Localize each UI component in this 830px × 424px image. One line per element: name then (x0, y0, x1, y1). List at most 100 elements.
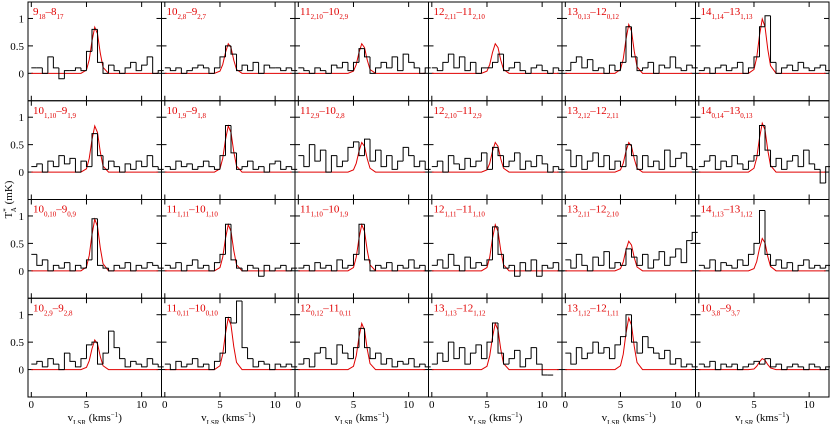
spectrum-step (803, 62, 810, 69)
title-sub: 2,10 (473, 13, 486, 21)
title-part: –12 (589, 105, 607, 117)
spectrum-step (720, 363, 727, 370)
model-line (31, 124, 159, 173)
spectrum-step (341, 259, 348, 269)
spectrum-step (642, 253, 649, 266)
spectrum-step (597, 152, 604, 168)
spectrum-step (303, 67, 310, 72)
spectrum-step (508, 160, 515, 167)
panel-title: 110,11–100,10 (167, 302, 219, 317)
spectrum-step (703, 265, 710, 269)
y-tick-label: 1 (19, 112, 25, 124)
spectrum-step (680, 358, 687, 368)
title-sub: 0,12 (607, 13, 620, 21)
spectrum-step (91, 341, 98, 345)
spectrum-step (141, 161, 148, 168)
spectrum-step (263, 264, 270, 277)
spectrum-step (436, 352, 443, 365)
spectrum-step (41, 67, 48, 74)
spectrum-step (41, 259, 48, 266)
title-part: –9 (185, 6, 198, 18)
spectrum-step (786, 160, 793, 170)
title-part: –12 (456, 302, 474, 314)
spectrum-step (558, 67, 565, 72)
title-sub: 3,8 (712, 309, 721, 317)
spectrum-step (608, 64, 615, 74)
spectrum-step (135, 160, 142, 170)
spectrum-step (146, 358, 153, 367)
x-label-end: ) (652, 412, 656, 424)
spectrum-step (558, 166, 565, 170)
spectrum-step (480, 67, 487, 74)
spectrum-step (675, 157, 682, 167)
spectrum-step (491, 61, 499, 68)
spectrum-step (742, 163, 749, 170)
title-sub: 1,12 (473, 309, 486, 317)
spectrum-step (208, 161, 215, 168)
spectrum-step (458, 56, 465, 68)
x-label-sub: LSR (741, 419, 754, 424)
spectrum-step (597, 67, 604, 71)
x-label-sup: −1 (511, 411, 519, 419)
spectrum-step (336, 65, 343, 69)
spectrum-step (80, 160, 87, 173)
spectrum-step (664, 251, 671, 266)
spectrum-step (736, 61, 743, 68)
spectrum-step (219, 56, 226, 68)
title-sub: 1,10 (206, 211, 219, 219)
spectrum-step (169, 364, 176, 371)
spectrum-step (581, 254, 588, 266)
spectrum-step (258, 166, 265, 170)
spectrum-step (397, 160, 404, 170)
x-tick-label: 10 (136, 399, 148, 411)
spectrum-step (102, 155, 109, 170)
spectrum-step (213, 360, 220, 370)
spectrum-step (797, 264, 804, 271)
panel-title: 120,12–110,11 (300, 302, 352, 317)
spectrum-step (781, 364, 788, 371)
spectrum-step (714, 259, 721, 272)
title-part: 12 (434, 204, 445, 216)
x-label-sub: LSR (474, 419, 487, 424)
spectrum-step (319, 149, 326, 162)
spectrum-step (58, 364, 65, 371)
spectrum-step (336, 259, 343, 271)
spectrum-step (85, 259, 92, 269)
y-axis-label: T*A (mK) (2, 180, 18, 218)
title-part: 14 (701, 105, 713, 117)
spectrum-step (536, 64, 543, 68)
spectrum-step (180, 361, 187, 368)
spectrum-step (491, 146, 499, 170)
spectrum-step (424, 364, 431, 368)
title-part: –11 (322, 302, 339, 314)
title-sub: 2,11 (578, 211, 590, 219)
spectrum-step (808, 363, 815, 370)
x-label-end: ) (519, 412, 523, 424)
spectrum-step (447, 253, 454, 269)
spectrum-step (570, 353, 577, 365)
spectrum-step (319, 67, 326, 72)
spectrum-step (319, 262, 326, 269)
spectrum-step (80, 67, 87, 72)
title-part: 12 (434, 6, 445, 18)
spectrum-step (303, 155, 310, 168)
spectrum-step (108, 64, 115, 74)
x-axis-label: vLSR (kms−1) (735, 411, 790, 424)
spectrum-step (325, 150, 332, 173)
spectrum-step (252, 265, 259, 269)
spectrum-step (341, 61, 348, 68)
spectrum-step (424, 161, 431, 170)
spectrum-step (825, 65, 830, 72)
spectrum-step (135, 264, 142, 271)
spectrum-step (141, 265, 148, 269)
spectrum-step (291, 364, 298, 368)
spectrum-step (180, 262, 187, 272)
title-part: –13 (723, 204, 741, 216)
spectrum-step (52, 56, 59, 69)
spectrum-step (74, 361, 81, 368)
spectrum-step (497, 322, 504, 354)
spectrum-step (552, 262, 559, 269)
spectrum-step (453, 342, 460, 360)
spectrum-step (219, 155, 226, 170)
spectrum-step (69, 262, 76, 272)
